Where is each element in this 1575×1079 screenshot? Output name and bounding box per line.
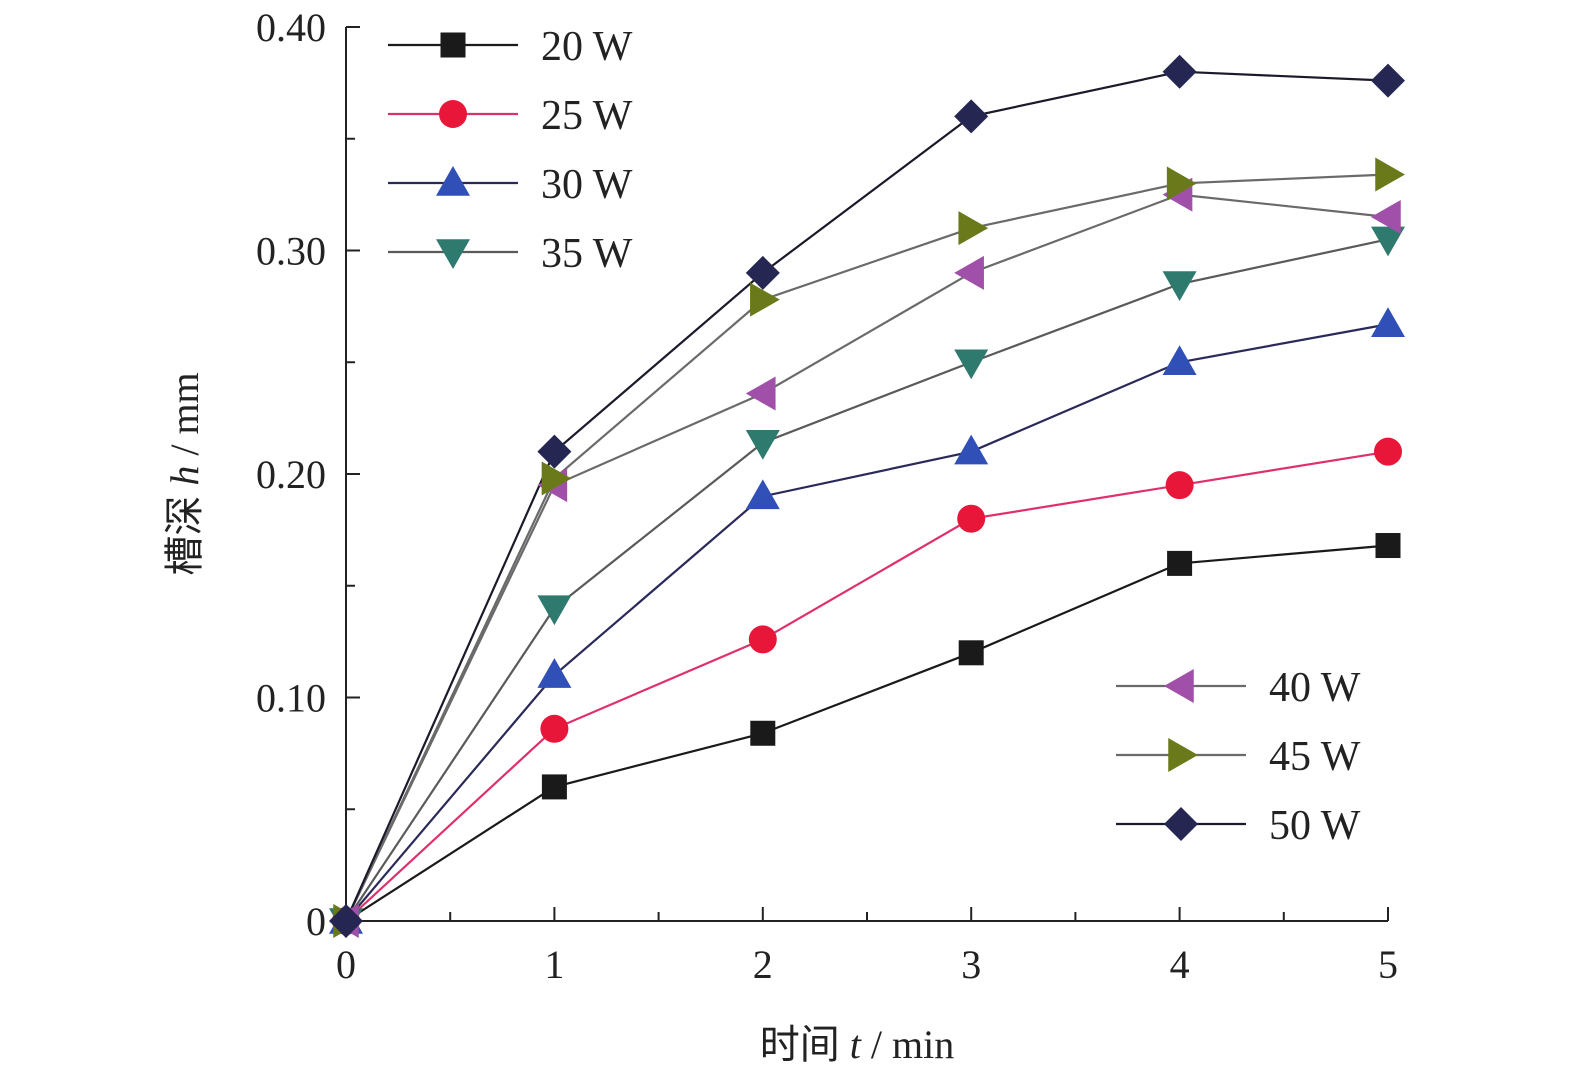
data-point-45w [541, 461, 572, 496]
data-point-30w [954, 434, 989, 465]
data-point-40w [1371, 199, 1401, 234]
legend-marker [1164, 669, 1194, 703]
x-tick-label: 4 [1170, 942, 1190, 987]
legend-entry: 45 W [1116, 734, 1361, 780]
y-tick-label: 0.20 [256, 452, 326, 497]
data-point-50w [329, 904, 363, 938]
series-line-50w [344, 70, 1389, 922]
data-point-50w [745, 255, 780, 290]
legend-label: 40 W [1269, 665, 1361, 711]
data-point-35w [1371, 226, 1405, 257]
y-tick-label: 0.40 [256, 5, 326, 50]
x-tick-label: 0 [336, 942, 356, 987]
legend-entry: 30 W [388, 162, 633, 208]
legend-entry: 50 W [1116, 803, 1361, 849]
legend-marker [1164, 807, 1198, 841]
data-point-25w [748, 625, 777, 654]
legends: 20 W 25 W 30 W 35 W 40 W 45 W 50 W [388, 24, 1361, 849]
data-point-50w [1371, 63, 1405, 98]
series-line-25w [345, 450, 1389, 922]
data-point-20w [1375, 533, 1401, 559]
legend-entry: 35 W [388, 231, 633, 277]
x-axis-title: 时间 t / min [760, 1022, 954, 1067]
legend-marker [439, 100, 467, 128]
series-line-35w [345, 238, 1389, 922]
x-tick-label: 1 [544, 942, 564, 987]
legend-entry: 20 W [388, 24, 633, 70]
series-lines [344, 70, 1389, 922]
data-point-30w [745, 479, 780, 510]
legend-entry: 25 W [388, 93, 633, 139]
legend-label: 25 W [541, 93, 633, 139]
axes: 0 1 2 3 4 5 0 0.10 0.20 0.30 0.40 [256, 5, 1398, 987]
legend-label: 45 W [1269, 734, 1361, 780]
data-point-45w [958, 211, 989, 246]
series-line-20w [345, 544, 1389, 922]
data-point-25w [1165, 471, 1194, 500]
legend-marker [440, 32, 466, 58]
data-point-45w [1375, 157, 1405, 192]
legend-marker [436, 239, 470, 269]
legend-label: 20 W [541, 24, 633, 70]
y-tick-label: 0.10 [256, 676, 326, 721]
data-point-35w [745, 429, 780, 460]
x-tick-label: 2 [753, 942, 773, 987]
data-point-30w [537, 658, 572, 688]
data-point-20w [958, 640, 984, 666]
data-point-20w [750, 720, 776, 746]
data-point-20w [1167, 550, 1193, 576]
data-point-25w [540, 714, 569, 743]
data-point-35w [1162, 271, 1197, 302]
legend-label: 30 W [541, 162, 633, 208]
data-point-50w [954, 99, 989, 134]
data-point-45w [1166, 166, 1197, 201]
legend-marker [436, 166, 470, 196]
data-point-20w [541, 774, 567, 800]
legend-marker [1168, 738, 1198, 772]
series-line-45w [345, 173, 1389, 922]
data-point-30w [1162, 345, 1197, 375]
series-line-40w [345, 193, 1389, 922]
legend-entry: 40 W [1116, 665, 1361, 711]
x-tick-label: 3 [961, 942, 981, 987]
data-point-50w [537, 434, 572, 469]
y-tick-label: 0.30 [256, 229, 326, 274]
x-tick-label: 5 [1378, 942, 1398, 987]
data-point-25w [957, 504, 986, 533]
y-tick-label: 0 [306, 899, 326, 944]
data-point-50w [1162, 54, 1197, 89]
data-point-45w [750, 282, 780, 317]
data-point-40w [745, 376, 776, 411]
data-point-25w [1374, 437, 1402, 466]
legend-label: 35 W [541, 231, 633, 277]
data-point-30w [1371, 307, 1405, 338]
series-markers [329, 54, 1405, 938]
legend-label: 50 W [1269, 803, 1361, 849]
y-axis-title: 槽深 h / mm [162, 372, 207, 575]
data-point-40w [954, 255, 984, 290]
data-point-35w [954, 349, 989, 380]
series-line-30w [345, 323, 1389, 922]
data-point-35w [537, 595, 572, 626]
